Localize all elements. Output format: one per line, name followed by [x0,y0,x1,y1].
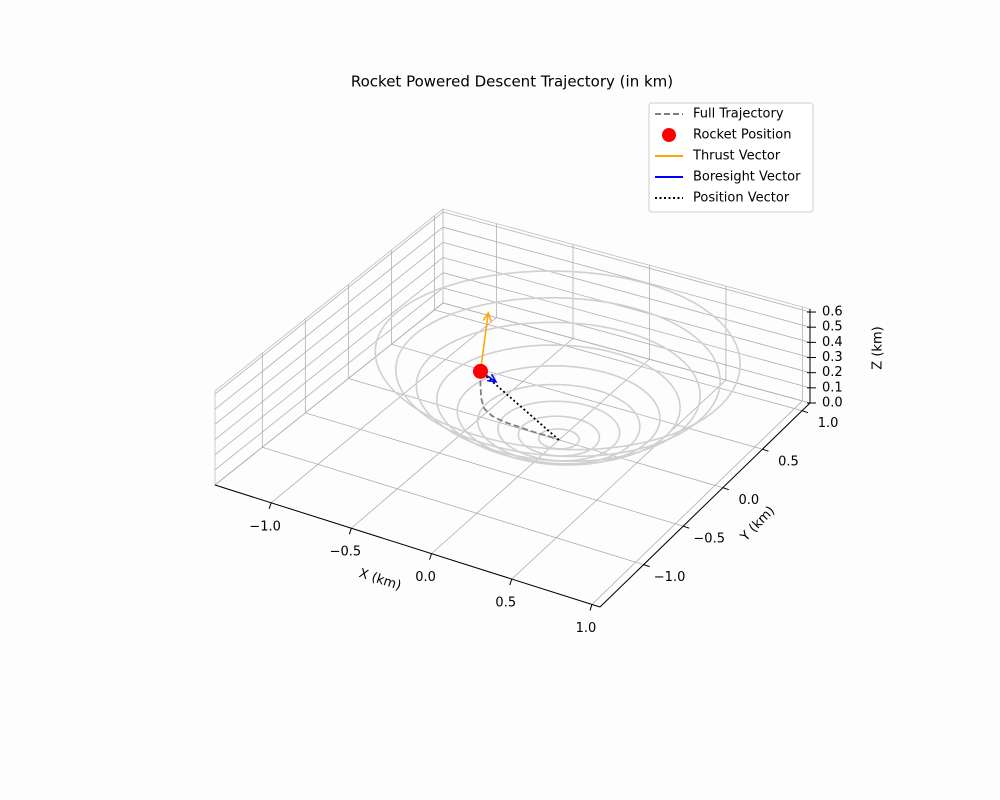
grid-line [214,257,444,440]
legend-label: Rocket Position [693,128,791,143]
contour [456,365,661,466]
x-tick-label: −0.5 [330,545,362,560]
x-tick-label: 0.0 [415,570,436,585]
legend-label: Thrust Vector [692,149,781,164]
plot-area: −1.0−0.50.00.51.0−1.0−0.50.00.51.00.00.1… [214,208,843,636]
chart-title: Rocket Powered Descent Trajectory (in km… [351,73,673,91]
arrow-head [487,373,498,383]
z-tick-label: 0.3 [822,350,843,365]
grid-line [214,287,444,471]
x-tick [268,502,272,509]
rocket-marker [472,363,488,379]
grid-line [511,379,727,580]
x-axis [214,484,601,608]
x-tick [348,528,352,535]
z-tick-label: 0.5 [822,320,843,335]
grid-line [214,302,444,486]
y-tick-label: 1.0 [818,416,839,431]
contour [415,321,701,463]
grid-line [442,257,811,358]
x-axis-label: X (km) [357,566,403,594]
grid-line [305,412,684,527]
arrow-head [482,311,492,322]
x-tick-label: 1.0 [576,621,597,636]
z-axis-label: Z (km) [871,326,886,369]
vector [479,311,492,372]
grid-line [434,309,803,412]
grid-line [351,338,574,529]
grid-line [591,400,803,605]
trajectory-line [479,370,560,441]
y-axis [599,402,811,608]
x-tick [589,604,593,611]
y-axis-label: Y (km) [737,504,778,546]
contour [395,296,721,458]
line [479,370,560,441]
grid-line [391,343,763,450]
x-tick [509,578,513,586]
grid-line [442,287,811,389]
y-tick-label: −1.0 [654,570,686,585]
z-tick-label: 0.4 [822,335,843,350]
z-tick-label: 0.1 [822,380,843,395]
grid-line [442,211,811,313]
grid-line [214,242,444,425]
z-tick-label: 0.0 [822,396,843,411]
y-tick [801,410,809,414]
legend-label: Boresight Vector [693,170,801,185]
contour [374,270,741,451]
y-tick [762,448,769,452]
grid-line [442,302,811,404]
legend-swatch [662,128,676,142]
trajectory-line [479,371,560,441]
y-tick [683,525,690,529]
x-tick [429,553,433,560]
contour [436,344,681,465]
y-tick [722,487,729,491]
grid-line [214,226,444,410]
x-tick-label: −1.0 [249,519,281,534]
line [479,312,490,372]
y-tick-label: −0.5 [693,532,725,547]
legend-label: Full Trajectory [693,107,784,122]
grid-line [442,226,811,328]
legend-label: Position Vector [693,191,790,206]
grid-line [431,358,650,554]
grid-line [442,272,811,374]
z-tick-label: 0.6 [822,305,843,320]
z-tick-label: 0.2 [822,365,843,380]
grid-line [214,272,444,455]
x-tick-label: 0.5 [495,596,516,611]
y-tick [643,564,650,568]
grid-line [442,241,811,343]
legend: Full Trajectory Rocket Position Thrust Vec… [648,102,814,213]
grid-line [214,211,444,395]
grid-line [262,446,644,566]
y-tick-label: 0.5 [778,455,799,470]
y-tick-label: 0.0 [738,493,759,508]
legend-box [648,102,814,213]
grid-line [270,317,497,504]
line [479,371,560,441]
